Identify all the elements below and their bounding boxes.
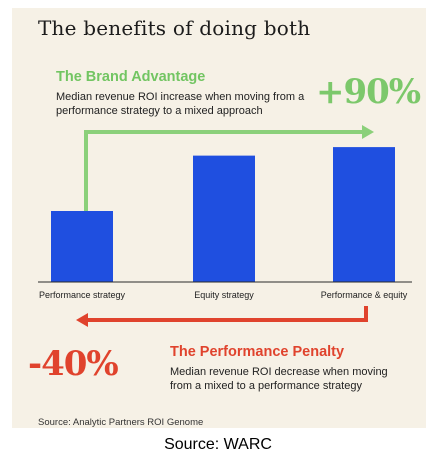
green-arrow-line: [84, 130, 364, 218]
x-tick-label-0: Performance strategy: [39, 290, 126, 300]
footer-source: Source: WARC: [164, 436, 272, 453]
green-arrow-head: [362, 125, 374, 139]
bar-group: [51, 147, 395, 282]
brand-advantage-title: The Brand Advantage: [56, 69, 206, 85]
x-tick-labels: Performance strategy Equity strategy Perfo…: [39, 290, 408, 300]
bar-0: [51, 211, 113, 282]
red-arrow-head: [76, 313, 88, 327]
red-arrow-line: [86, 306, 368, 322]
performance-penalty-title: The Performance Penalty: [170, 344, 345, 360]
chart-title: The benefits of doing both: [38, 16, 311, 40]
brand-advantage-subtitle: Median revenue ROI increase when moving …: [56, 91, 305, 117]
performance-penalty-value: -40%: [28, 344, 119, 384]
x-tick-label-2: Performance & equity: [321, 290, 408, 300]
x-tick-label-1: Equity strategy: [194, 290, 254, 300]
brand-advantage-value: +90%: [316, 72, 421, 112]
bar-1: [193, 155, 255, 282]
source-note: Source: Analytic Partners ROI Genome: [38, 417, 204, 428]
performance-penalty-subtitle: Median revenue ROI decrease when moving …: [170, 366, 388, 392]
bar-2: [333, 147, 395, 282]
